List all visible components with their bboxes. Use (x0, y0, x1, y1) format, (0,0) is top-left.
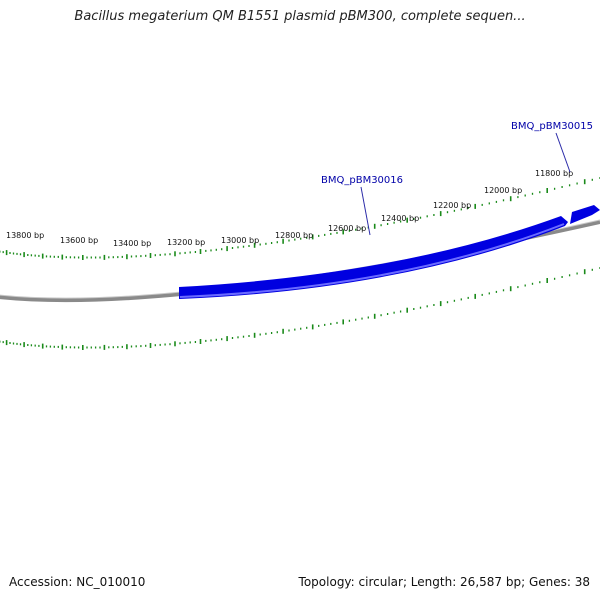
tick-label: 12600 bp (328, 224, 366, 233)
outer-tick-ring (0, 177, 600, 260)
tick-label: 11800 bp (535, 169, 573, 178)
gene-bmq-pbm30016[interactable] (179, 216, 568, 299)
gene-label-leader-bmq-pbm30016 (360, 186, 371, 236)
accession-text: Accession: NC_010010 (9, 575, 146, 589)
tick-label: 12000 bp (484, 186, 522, 195)
map-title: Bacillus megaterium QM B1551 plasmid pBM… (74, 9, 526, 24)
tick-label: 13800 bp (6, 231, 44, 240)
gene-bmq-pbm30016-highlight (179, 223, 565, 298)
tick-label: 12400 bp (381, 214, 419, 223)
gene-label-leader-bmq-pbm30015 (555, 132, 571, 173)
tick-label: 13600 bp (60, 236, 98, 245)
tick-label: 13000 bp (221, 236, 259, 245)
summary-text: Topology: circular; Length: 26,587 bp; G… (298, 575, 590, 589)
gene-bmq-pbm30015[interactable] (570, 205, 600, 224)
inner-tick-ring (0, 267, 600, 350)
gene-label-bmq-pbm30016[interactable]: BMQ_pBM30016 (321, 175, 403, 186)
tick-label: 13200 bp (167, 238, 205, 247)
tick-label: 13400 bp (113, 239, 151, 248)
tick-label: 12200 bp (433, 201, 471, 210)
tick-label: 12800 bp (275, 231, 313, 240)
gene-label-bmq-pbm30015[interactable]: BMQ_pBM30015 (511, 121, 593, 132)
